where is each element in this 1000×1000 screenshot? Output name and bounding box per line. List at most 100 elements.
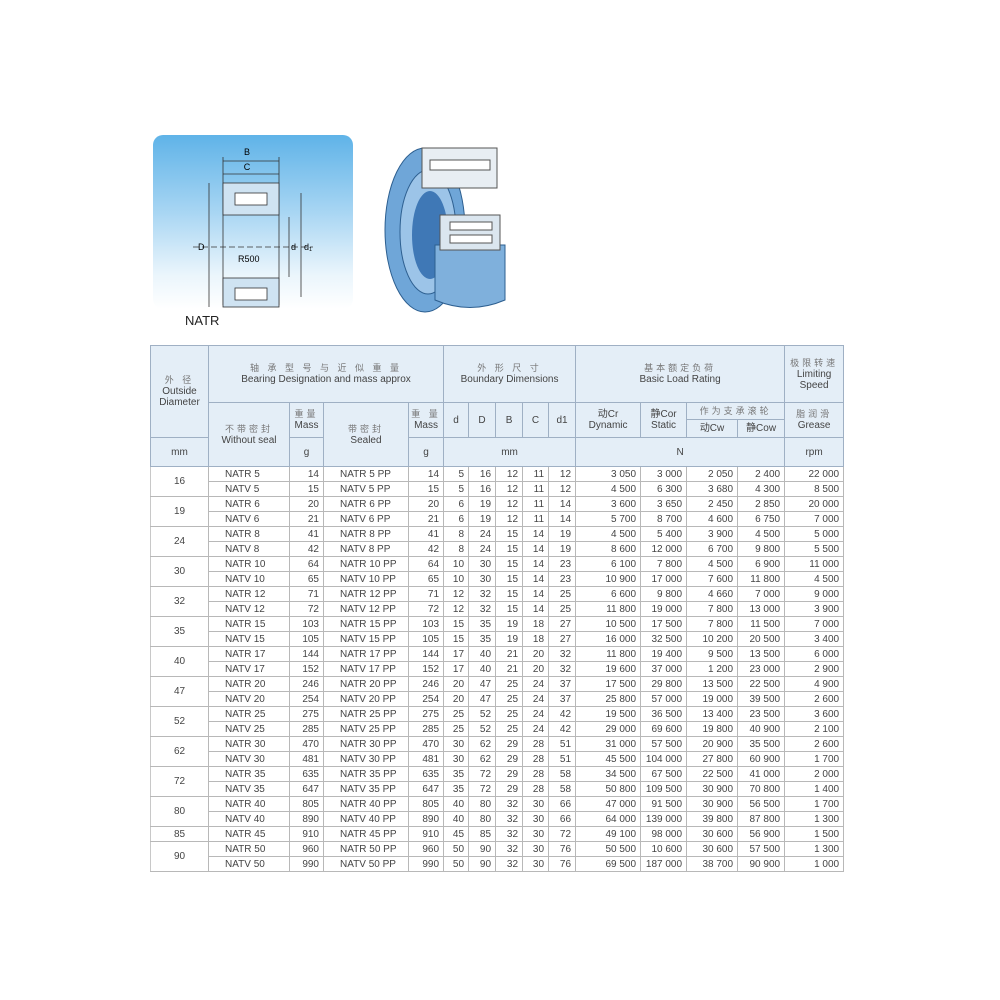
cell-cw: 27 800 xyxy=(686,751,739,767)
cell-cow: 6 750 xyxy=(737,511,786,527)
header-sealed: 带密封 Sealed xyxy=(323,402,409,467)
cell-mass: 72 xyxy=(289,601,324,617)
cell-designation: NATV 35 xyxy=(208,781,290,797)
cell-dynamic-cr: 11 800 xyxy=(575,646,642,662)
cell-speed: 1 500 xyxy=(784,826,845,842)
cell-sealed-mass: 72 xyxy=(407,601,445,617)
cell-d1: 42 xyxy=(548,721,577,737)
cell-cow: 4 500 xyxy=(737,526,786,542)
cell-sealed-mass: 990 xyxy=(407,856,445,872)
cell-sealed-mass: 41 xyxy=(407,526,445,542)
cell-outside-diameter: 32 xyxy=(150,586,209,617)
table-row: NATV 40 890 NATV 40 PP 890 40 80 32 30 66 64 000 1… xyxy=(151,811,845,827)
cell-d: 6 xyxy=(443,511,470,527)
cell-D: 90 xyxy=(468,841,497,857)
cell-sealed-designation: NATV 50 PP xyxy=(323,856,409,872)
cell-D: 62 xyxy=(468,751,497,767)
cell-D: 52 xyxy=(468,721,497,737)
table-row: NATV 50 990 NATV 50 PP 990 50 90 32 30 76 69 500 1… xyxy=(151,856,845,872)
cell-d1: 19 xyxy=(548,541,577,557)
cell-C: 14 xyxy=(522,556,550,572)
cell-designation: NATV 30 xyxy=(208,751,290,767)
header-d1: d1 xyxy=(548,402,577,438)
cell-dynamic-cr: 4 500 xyxy=(575,526,642,542)
cell-mass: 805 xyxy=(289,796,324,812)
cell-B: 29 xyxy=(495,766,524,782)
table-row: 32 NATR 12 71 NATR 12 PP 71 12 32 15 14 25 6 600 9 … xyxy=(150,586,845,617)
cell-speed: 4 500 xyxy=(784,571,845,587)
cell-cow: 39 500 xyxy=(737,691,786,707)
cell-sealed-designation: NATR 10 PP xyxy=(323,556,409,572)
cell-cow: 87 800 xyxy=(737,811,786,827)
cell-sealed-designation: NATR 45 PP xyxy=(323,826,409,842)
table-row: NATV 8 42 NATV 8 PP 42 8 24 15 14 19 8 600 12 000 6… xyxy=(151,541,845,557)
cell-d: 12 xyxy=(443,601,470,617)
cell-C: 28 xyxy=(522,751,550,767)
cell-C: 24 xyxy=(522,721,550,737)
cell-sealed-mass: 470 xyxy=(407,736,445,752)
cell-D: 40 xyxy=(468,661,497,677)
cell-d1: 25 xyxy=(548,601,577,617)
cell-d: 40 xyxy=(443,796,470,812)
cell-mass: 103 xyxy=(289,616,324,632)
cell-cw: 19 800 xyxy=(686,721,739,737)
cell-speed: 4 900 xyxy=(784,676,845,692)
cell-D: 62 xyxy=(468,736,497,752)
cell-dynamic-cr: 11 800 xyxy=(575,601,642,617)
cell-d: 50 xyxy=(443,856,470,872)
cell-dynamic-cr: 31 000 xyxy=(575,736,642,752)
cell-d1: 51 xyxy=(548,736,577,752)
cell-speed: 22 000 xyxy=(784,466,845,482)
cell-B: 19 xyxy=(495,616,524,632)
cell-mass: 15 xyxy=(289,481,324,497)
cell-designation: NATV 50 xyxy=(208,856,290,872)
cell-d1: 66 xyxy=(548,811,577,827)
cell-C: 11 xyxy=(522,466,550,482)
cell-speed: 1 300 xyxy=(784,841,845,857)
header-speed: 极限转速 Limiting Speed xyxy=(784,345,845,403)
cell-sealed-mass: 285 xyxy=(407,721,445,737)
cell-d: 50 xyxy=(443,841,470,857)
cell-C: 20 xyxy=(522,661,550,677)
header-cow: 静Cow xyxy=(737,419,786,438)
cell-sealed-designation: NATV 12 PP xyxy=(323,601,409,617)
cell-sealed-mass: 152 xyxy=(407,661,445,677)
cell-d1: 42 xyxy=(548,706,577,722)
cell-D: 16 xyxy=(468,481,497,497)
cell-static-cor: 10 600 xyxy=(640,841,688,857)
cell-d1: 14 xyxy=(548,496,577,512)
cell-sealed-designation: NATR 50 PP xyxy=(323,841,409,857)
header-C: C xyxy=(522,402,550,438)
cell-cow: 40 900 xyxy=(737,721,786,737)
cell-outside-diameter: 72 xyxy=(150,766,209,797)
cell-sealed-designation: NATR 35 PP xyxy=(323,766,409,782)
cell-designation: NATV 10 xyxy=(208,571,290,587)
cell-static-cor: 36 500 xyxy=(640,706,688,722)
cell-mass: 635 xyxy=(289,766,324,782)
header-load-rating: 基本额定负荷 Basic Load Rating xyxy=(575,345,786,403)
cell-dynamic-cr: 50 800 xyxy=(575,781,642,797)
table-row: NATV 10 65 NATV 10 PP 65 10 30 15 14 23 10 900 17 … xyxy=(151,571,845,587)
cell-d: 10 xyxy=(443,571,470,587)
table-row: 24 NATR 8 41 NATR 8 PP 41 8 24 15 14 19 4 500 5 400… xyxy=(150,526,845,557)
cell-B: 12 xyxy=(495,496,524,512)
table-row: 47 NATR 20 246 NATR 20 PP 246 20 47 25 24 37 17 50… xyxy=(150,676,845,707)
cell-D: 32 xyxy=(468,601,497,617)
header-d: d xyxy=(443,402,470,438)
cell-dynamic-cr: 64 000 xyxy=(575,811,642,827)
cell-sealed-designation: NATV 15 PP xyxy=(323,631,409,647)
cell-D: 24 xyxy=(468,541,497,557)
cell-C: 30 xyxy=(522,826,550,842)
cell-sealed-mass: 647 xyxy=(407,781,445,797)
cell-D: 72 xyxy=(468,781,497,797)
cell-outside-diameter: 40 xyxy=(150,646,209,677)
cell-cow: 60 900 xyxy=(737,751,786,767)
cell-cow: 11 800 xyxy=(737,571,786,587)
cell-cw: 13 400 xyxy=(686,706,739,722)
cell-C: 28 xyxy=(522,736,550,752)
cell-static-cor: 19 400 xyxy=(640,646,688,662)
cell-dynamic-cr: 29 000 xyxy=(575,721,642,737)
cell-B: 12 xyxy=(495,481,524,497)
cell-cw: 2 050 xyxy=(686,466,739,482)
cell-cw: 9 500 xyxy=(686,646,739,662)
